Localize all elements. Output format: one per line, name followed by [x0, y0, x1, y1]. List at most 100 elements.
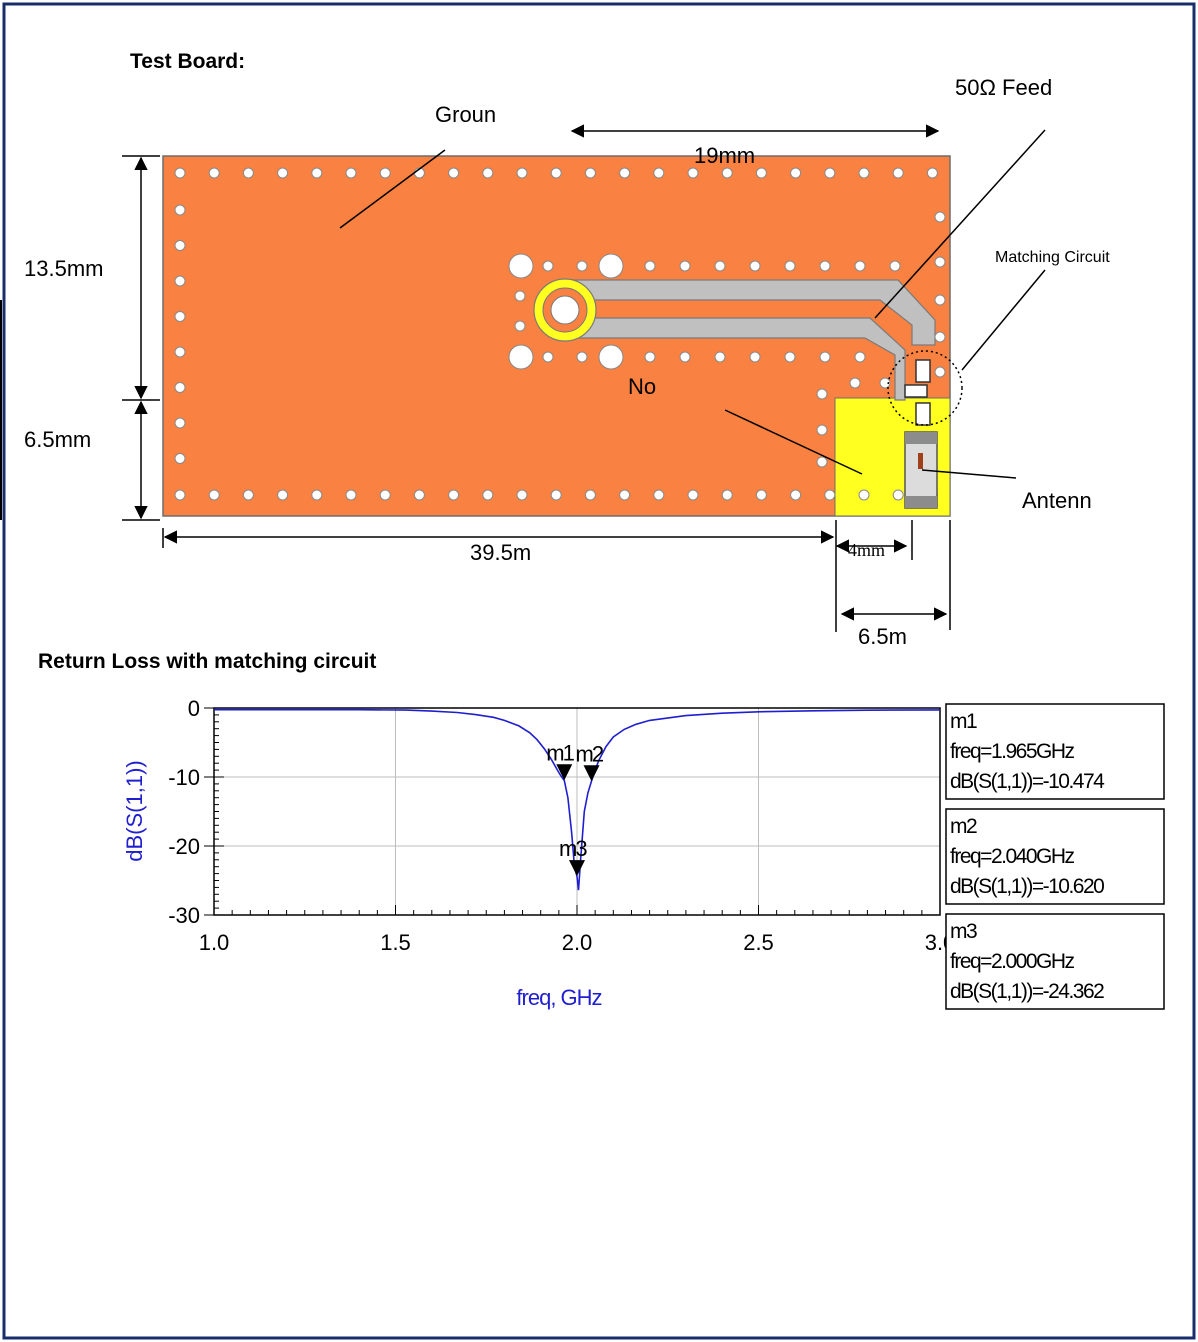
- via: [934, 366, 946, 378]
- via: [816, 456, 828, 468]
- via: [542, 351, 554, 363]
- marker-m3: [569, 860, 585, 877]
- via: [516, 167, 528, 179]
- marker-readout-box: [945, 913, 1165, 1010]
- via: [819, 260, 831, 272]
- via-large: [508, 253, 534, 279]
- via: [816, 424, 828, 436]
- readout-name: m3: [950, 920, 977, 943]
- x-axis-label: freq, GHz: [516, 985, 601, 1010]
- via: [926, 167, 938, 179]
- via-large: [598, 344, 624, 370]
- via: [516, 489, 528, 501]
- dim-4mm: 4mm: [848, 540, 885, 560]
- y-tick-label: -30: [168, 903, 200, 928]
- via: [892, 167, 904, 179]
- dim-6-5mm-vertical: 6.5mm: [24, 427, 91, 452]
- via: [174, 204, 186, 216]
- via: [721, 489, 733, 501]
- via: [619, 489, 631, 501]
- marker-readout-box: [945, 703, 1165, 800]
- via: [208, 167, 220, 179]
- via: [242, 489, 254, 501]
- via: [448, 167, 460, 179]
- y-tick-label: -20: [168, 834, 200, 859]
- feed-trace-upper: [569, 279, 936, 346]
- via: [174, 453, 186, 464]
- via: [714, 260, 726, 272]
- chart-title: Return Loss with matching circuit: [38, 650, 376, 673]
- via: [174, 275, 186, 287]
- via: [889, 260, 901, 272]
- via: [679, 351, 691, 363]
- leader-no-ground: [724, 409, 863, 475]
- via: [934, 294, 946, 306]
- via: [584, 167, 596, 179]
- y-axis-label: dB(S(1,1)): [122, 760, 147, 861]
- antenna-feed-mark: [918, 453, 923, 469]
- feed-trace-lower: [569, 317, 906, 401]
- via: [514, 320, 526, 332]
- via: [644, 351, 656, 363]
- via: [584, 489, 596, 501]
- via: [379, 167, 391, 179]
- via: [542, 260, 554, 272]
- leader-matching: [961, 269, 1046, 371]
- y-tick-label: -10: [168, 765, 200, 790]
- ground-label: Groun: [435, 102, 496, 127]
- matching-component: [915, 359, 931, 383]
- via: [858, 167, 870, 179]
- via: [413, 489, 425, 501]
- leader-feed: [874, 129, 1046, 319]
- via-array: [174, 167, 946, 501]
- via: [653, 489, 665, 501]
- via: [345, 489, 357, 501]
- via: [277, 167, 289, 179]
- via: [687, 489, 699, 501]
- via-large: [508, 344, 534, 370]
- via: [174, 346, 186, 358]
- via: [174, 382, 186, 393]
- via: [208, 489, 220, 501]
- via: [653, 167, 665, 179]
- via: [819, 351, 831, 363]
- readout-value: dB(S(1,1))=-24.362: [950, 980, 1104, 1003]
- via: [550, 489, 562, 501]
- via: [482, 489, 494, 501]
- marker-label-m3: m3: [559, 836, 587, 861]
- via: [784, 260, 796, 272]
- via: [576, 260, 588, 272]
- dim-39-5mm: 39.5m: [470, 540, 531, 565]
- leader-ground: [339, 149, 446, 229]
- antenna-label: Antenn: [1022, 488, 1092, 513]
- via-large: [598, 253, 624, 279]
- via: [379, 489, 391, 501]
- dim-13-5mm: 13.5mm: [24, 256, 103, 281]
- via: [892, 489, 904, 501]
- readout-name: m2: [950, 815, 977, 838]
- leader-antenna: [921, 469, 1017, 479]
- dim-6-5mm-horizontal: 6.5m: [858, 624, 907, 649]
- via: [174, 417, 186, 429]
- marker-label-m1: m1: [546, 740, 574, 765]
- via: [934, 211, 946, 223]
- via: [448, 489, 460, 501]
- matching-circuit-label: Matching Circuit: [995, 249, 1110, 266]
- via: [790, 489, 802, 501]
- via: [784, 351, 796, 363]
- antenna-chip: [904, 431, 938, 509]
- via: [790, 167, 802, 179]
- no-ground-label: No: [628, 374, 656, 399]
- via: [644, 260, 656, 272]
- via: [550, 167, 562, 179]
- readout-value: dB(S(1,1))=-10.620: [950, 875, 1104, 898]
- via: [824, 489, 836, 501]
- coax-hole: [550, 295, 580, 325]
- via: [849, 377, 861, 389]
- via: [934, 331, 946, 343]
- dimension-lines: [122, 124, 951, 632]
- readout-name: m1: [950, 710, 977, 733]
- x-tick-label: 1.0: [199, 930, 230, 955]
